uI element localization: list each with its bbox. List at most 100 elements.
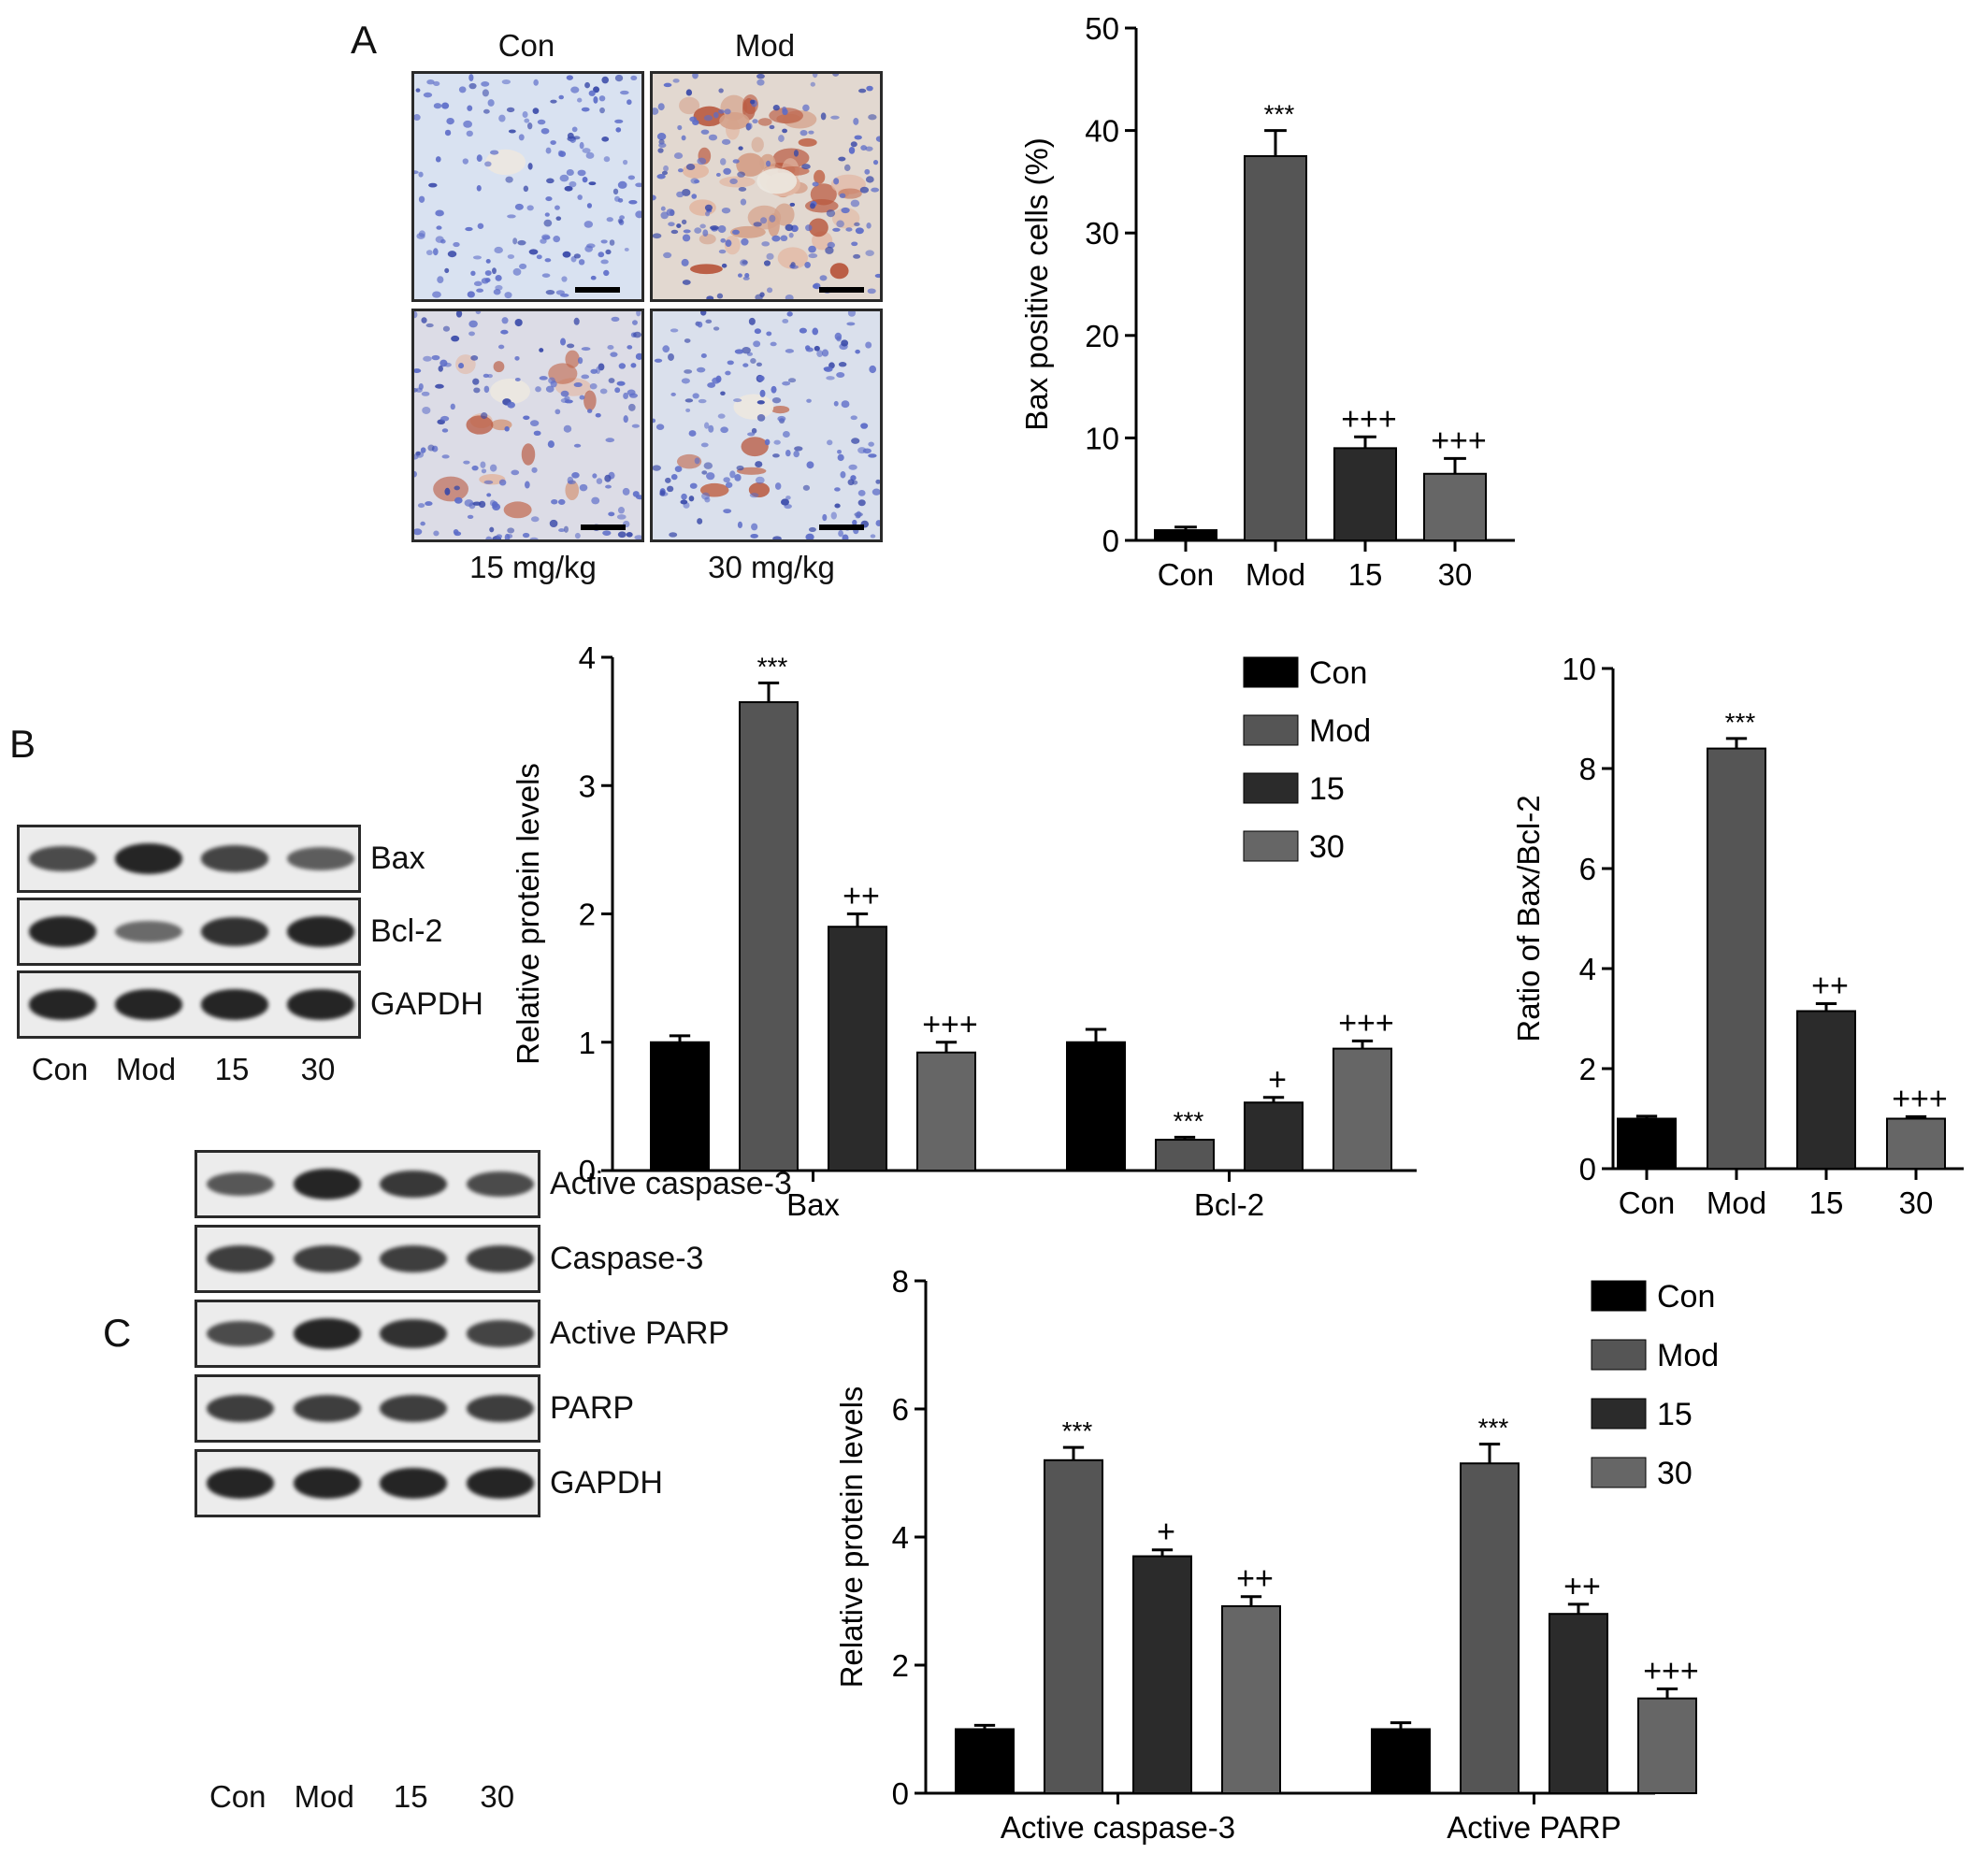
nucleus (854, 222, 860, 227)
nucleus (810, 81, 815, 87)
brown-stain (699, 233, 716, 245)
nucleus (533, 79, 539, 86)
nucleus (418, 171, 424, 178)
nucleus (732, 159, 740, 164)
nucleus (738, 146, 743, 151)
bar (1707, 747, 1766, 1170)
nucleus (496, 534, 503, 539)
nucleus (527, 163, 533, 170)
nucleus (472, 255, 483, 260)
nucleus (665, 477, 671, 483)
nucleus (689, 482, 698, 489)
nucleus (436, 225, 442, 230)
y-tick-label: 30 (1085, 216, 1119, 251)
bar (1244, 1101, 1304, 1172)
blot-strip (194, 1449, 540, 1517)
scale-bar (575, 287, 620, 293)
nucleus (756, 413, 766, 422)
nucleus (812, 181, 819, 187)
nucleus (742, 363, 749, 367)
nucleus (547, 440, 555, 449)
nucleus (826, 209, 836, 218)
nucleus (590, 275, 597, 280)
brown-stain (503, 501, 532, 519)
nucleus (623, 415, 628, 424)
nucleus (624, 247, 629, 251)
nucleus (749, 493, 759, 498)
nucleus (854, 135, 862, 140)
nucleus (653, 418, 656, 424)
nucleus (699, 223, 706, 229)
nucleus (583, 221, 594, 228)
nucleus (723, 477, 730, 483)
nucleus (584, 81, 591, 89)
nucleus (447, 251, 457, 258)
nucleus (725, 370, 731, 376)
nucleus (836, 371, 845, 379)
nucleus (729, 178, 738, 185)
brown-stain (736, 467, 767, 475)
nucleus (423, 355, 432, 362)
nucleus (501, 317, 509, 324)
nucleus (694, 457, 700, 465)
nucleus (701, 470, 708, 475)
nucleus (704, 422, 710, 429)
nucleus (495, 275, 502, 281)
nucleus (635, 210, 641, 219)
nucleus (761, 241, 771, 247)
nucleus (564, 395, 570, 401)
nucleus (656, 133, 667, 140)
nucleus (683, 229, 691, 234)
nucleus (560, 390, 569, 397)
nucleus (859, 186, 870, 194)
nucleus (484, 270, 492, 276)
significance-label: ++ (1563, 1569, 1601, 1604)
nucleus (756, 400, 765, 405)
nucleus (604, 474, 612, 482)
legend-label: 15 (1309, 771, 1345, 807)
nucleus (620, 90, 629, 95)
nucleus (545, 147, 552, 154)
nucleus (848, 147, 856, 154)
nucleus (697, 321, 703, 328)
lane-label: Mod (294, 1779, 354, 1814)
nucleus (654, 358, 663, 363)
blot-row-label: Bax (370, 840, 425, 876)
nucleus (833, 400, 839, 407)
y-tick-label: 4 (892, 1520, 909, 1555)
nucleus (787, 378, 797, 383)
nucleus (415, 387, 423, 393)
significance-label: +++ (1341, 401, 1397, 437)
lane-label: 30 (300, 1052, 336, 1086)
nucleus (462, 158, 468, 165)
nucleus (489, 464, 497, 472)
blot-row-label: Bcl-2 (370, 912, 443, 949)
bar (1637, 1697, 1697, 1794)
significance-label: *** (1062, 1416, 1093, 1445)
nucleus (623, 392, 629, 400)
significance-label: *** (1478, 1414, 1509, 1443)
nucleus (684, 338, 691, 343)
nucleus (593, 96, 598, 104)
nucleus (582, 176, 588, 183)
protein-band (29, 989, 96, 1020)
nucleus (627, 389, 636, 396)
nucleus (688, 430, 697, 437)
nucleus (598, 95, 606, 102)
nucleus (832, 227, 841, 232)
nucleus (636, 311, 641, 317)
blot-row-label: PARP (550, 1389, 635, 1426)
nucleus (486, 493, 492, 497)
x-tick-label: 15 (1809, 1185, 1844, 1220)
protein-band (293, 1169, 361, 1200)
nucleus (742, 276, 750, 280)
nucleus (632, 491, 640, 497)
nucleus (514, 378, 521, 381)
nucleus (785, 295, 794, 299)
nucleus (785, 496, 791, 500)
nucleus (472, 378, 480, 385)
nucleus (748, 317, 756, 325)
nucleus (485, 259, 491, 264)
nucleus (822, 513, 828, 522)
